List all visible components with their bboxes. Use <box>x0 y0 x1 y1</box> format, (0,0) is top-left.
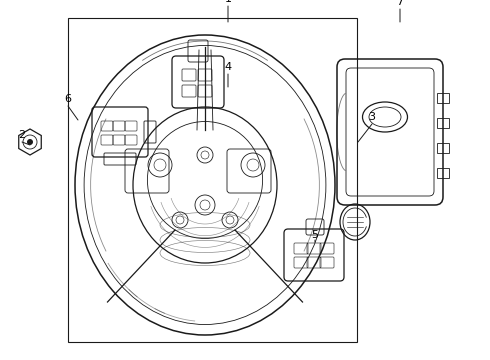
Text: 3: 3 <box>368 112 375 122</box>
Text: 7: 7 <box>396 0 404 7</box>
Circle shape <box>27 139 33 145</box>
Bar <box>68 18 357 342</box>
Text: 5: 5 <box>312 230 318 240</box>
Text: 2: 2 <box>19 130 25 140</box>
Text: 4: 4 <box>224 62 232 72</box>
Text: 1: 1 <box>224 0 231 4</box>
Text: 6: 6 <box>65 94 72 104</box>
